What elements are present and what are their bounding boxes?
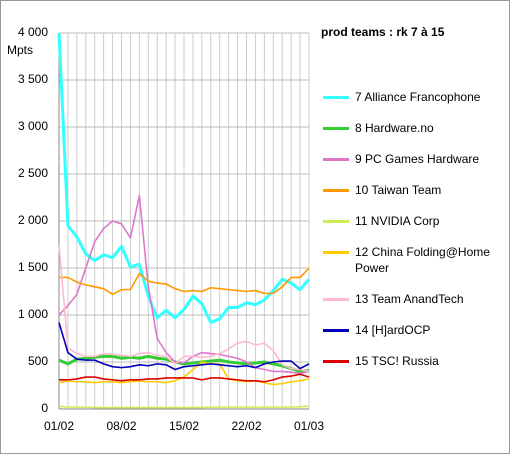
y-tick-label: 2 500 — [18, 166, 48, 180]
x-tick-label: 15/02 — [169, 419, 199, 433]
y-axis-label: Mpts — [7, 43, 33, 57]
series-line — [58, 322, 310, 371]
legend-label: 14 [H]ardOCP — [355, 323, 431, 337]
legend-swatch — [323, 127, 349, 130]
legend-label: 11 NVIDIA Corp — [355, 214, 440, 228]
legend-item: 12 China Folding@Home Power — [321, 244, 495, 276]
legend-label: 8 Hardware.no — [355, 121, 434, 135]
legend-label: 15 TSC! Russia — [355, 354, 439, 368]
y-tick-label: 2 000 — [18, 213, 48, 227]
series-line — [59, 267, 310, 296]
x-tick-label: 08/02 — [106, 419, 136, 433]
legend-item: 10 Taiwan Team — [321, 182, 495, 198]
x-tick-label: 01/02 — [44, 419, 74, 433]
legend-item: 7 Alliance Francophone — [321, 89, 495, 105]
legend-label: 9 PC Games Hardware — [355, 152, 480, 166]
legend-item: 9 PC Games Hardware — [321, 151, 495, 167]
legend-item: 11 NVIDIA Corp — [321, 213, 495, 229]
legend-item: 8 Hardware.no — [321, 120, 495, 136]
series-line — [58, 244, 310, 373]
series-line — [58, 405, 310, 409]
legend-item: 13 Team AnandTech — [321, 291, 495, 307]
y-tick-label: 1 000 — [18, 307, 48, 321]
series-line — [57, 32, 311, 325]
legend: prod teams : rk 7 à 15 7 Alliance Franco… — [321, 25, 501, 384]
series-line — [59, 373, 310, 383]
y-tick-label: 4 000 — [18, 25, 48, 39]
legend-swatch — [323, 251, 349, 254]
legend-label: 10 Taiwan Team — [355, 183, 442, 197]
y-tick-label: 0 — [41, 401, 48, 415]
series-line — [58, 361, 310, 386]
y-tick-label: 1 500 — [18, 260, 48, 274]
legend-swatch — [323, 96, 349, 99]
legend-swatch — [323, 158, 349, 161]
legend-swatch — [323, 360, 349, 363]
y-tick-label: 3 500 — [18, 72, 48, 86]
legend-label: 7 Alliance Francophone — [355, 90, 481, 104]
x-tick-label: 22/02 — [231, 419, 261, 433]
legend-swatch — [323, 220, 349, 223]
y-tick-label: 3 000 — [18, 119, 48, 133]
y-tick-label: 500 — [28, 354, 48, 368]
chart-title: prod teams : rk 7 à 15 — [321, 25, 445, 39]
legend-swatch — [323, 329, 349, 332]
legend-label: 12 China Folding@Home Power — [355, 245, 490, 275]
legend-item: 15 TSC! Russia — [321, 353, 495, 369]
x-tick-label: 01/03 — [294, 419, 324, 433]
series-line — [58, 194, 310, 375]
legend-swatch — [323, 298, 349, 301]
legend-item: 14 [H]ardOCP — [321, 322, 495, 338]
legend-label: 13 Team AnandTech — [355, 292, 464, 306]
legend-swatch — [323, 189, 349, 192]
